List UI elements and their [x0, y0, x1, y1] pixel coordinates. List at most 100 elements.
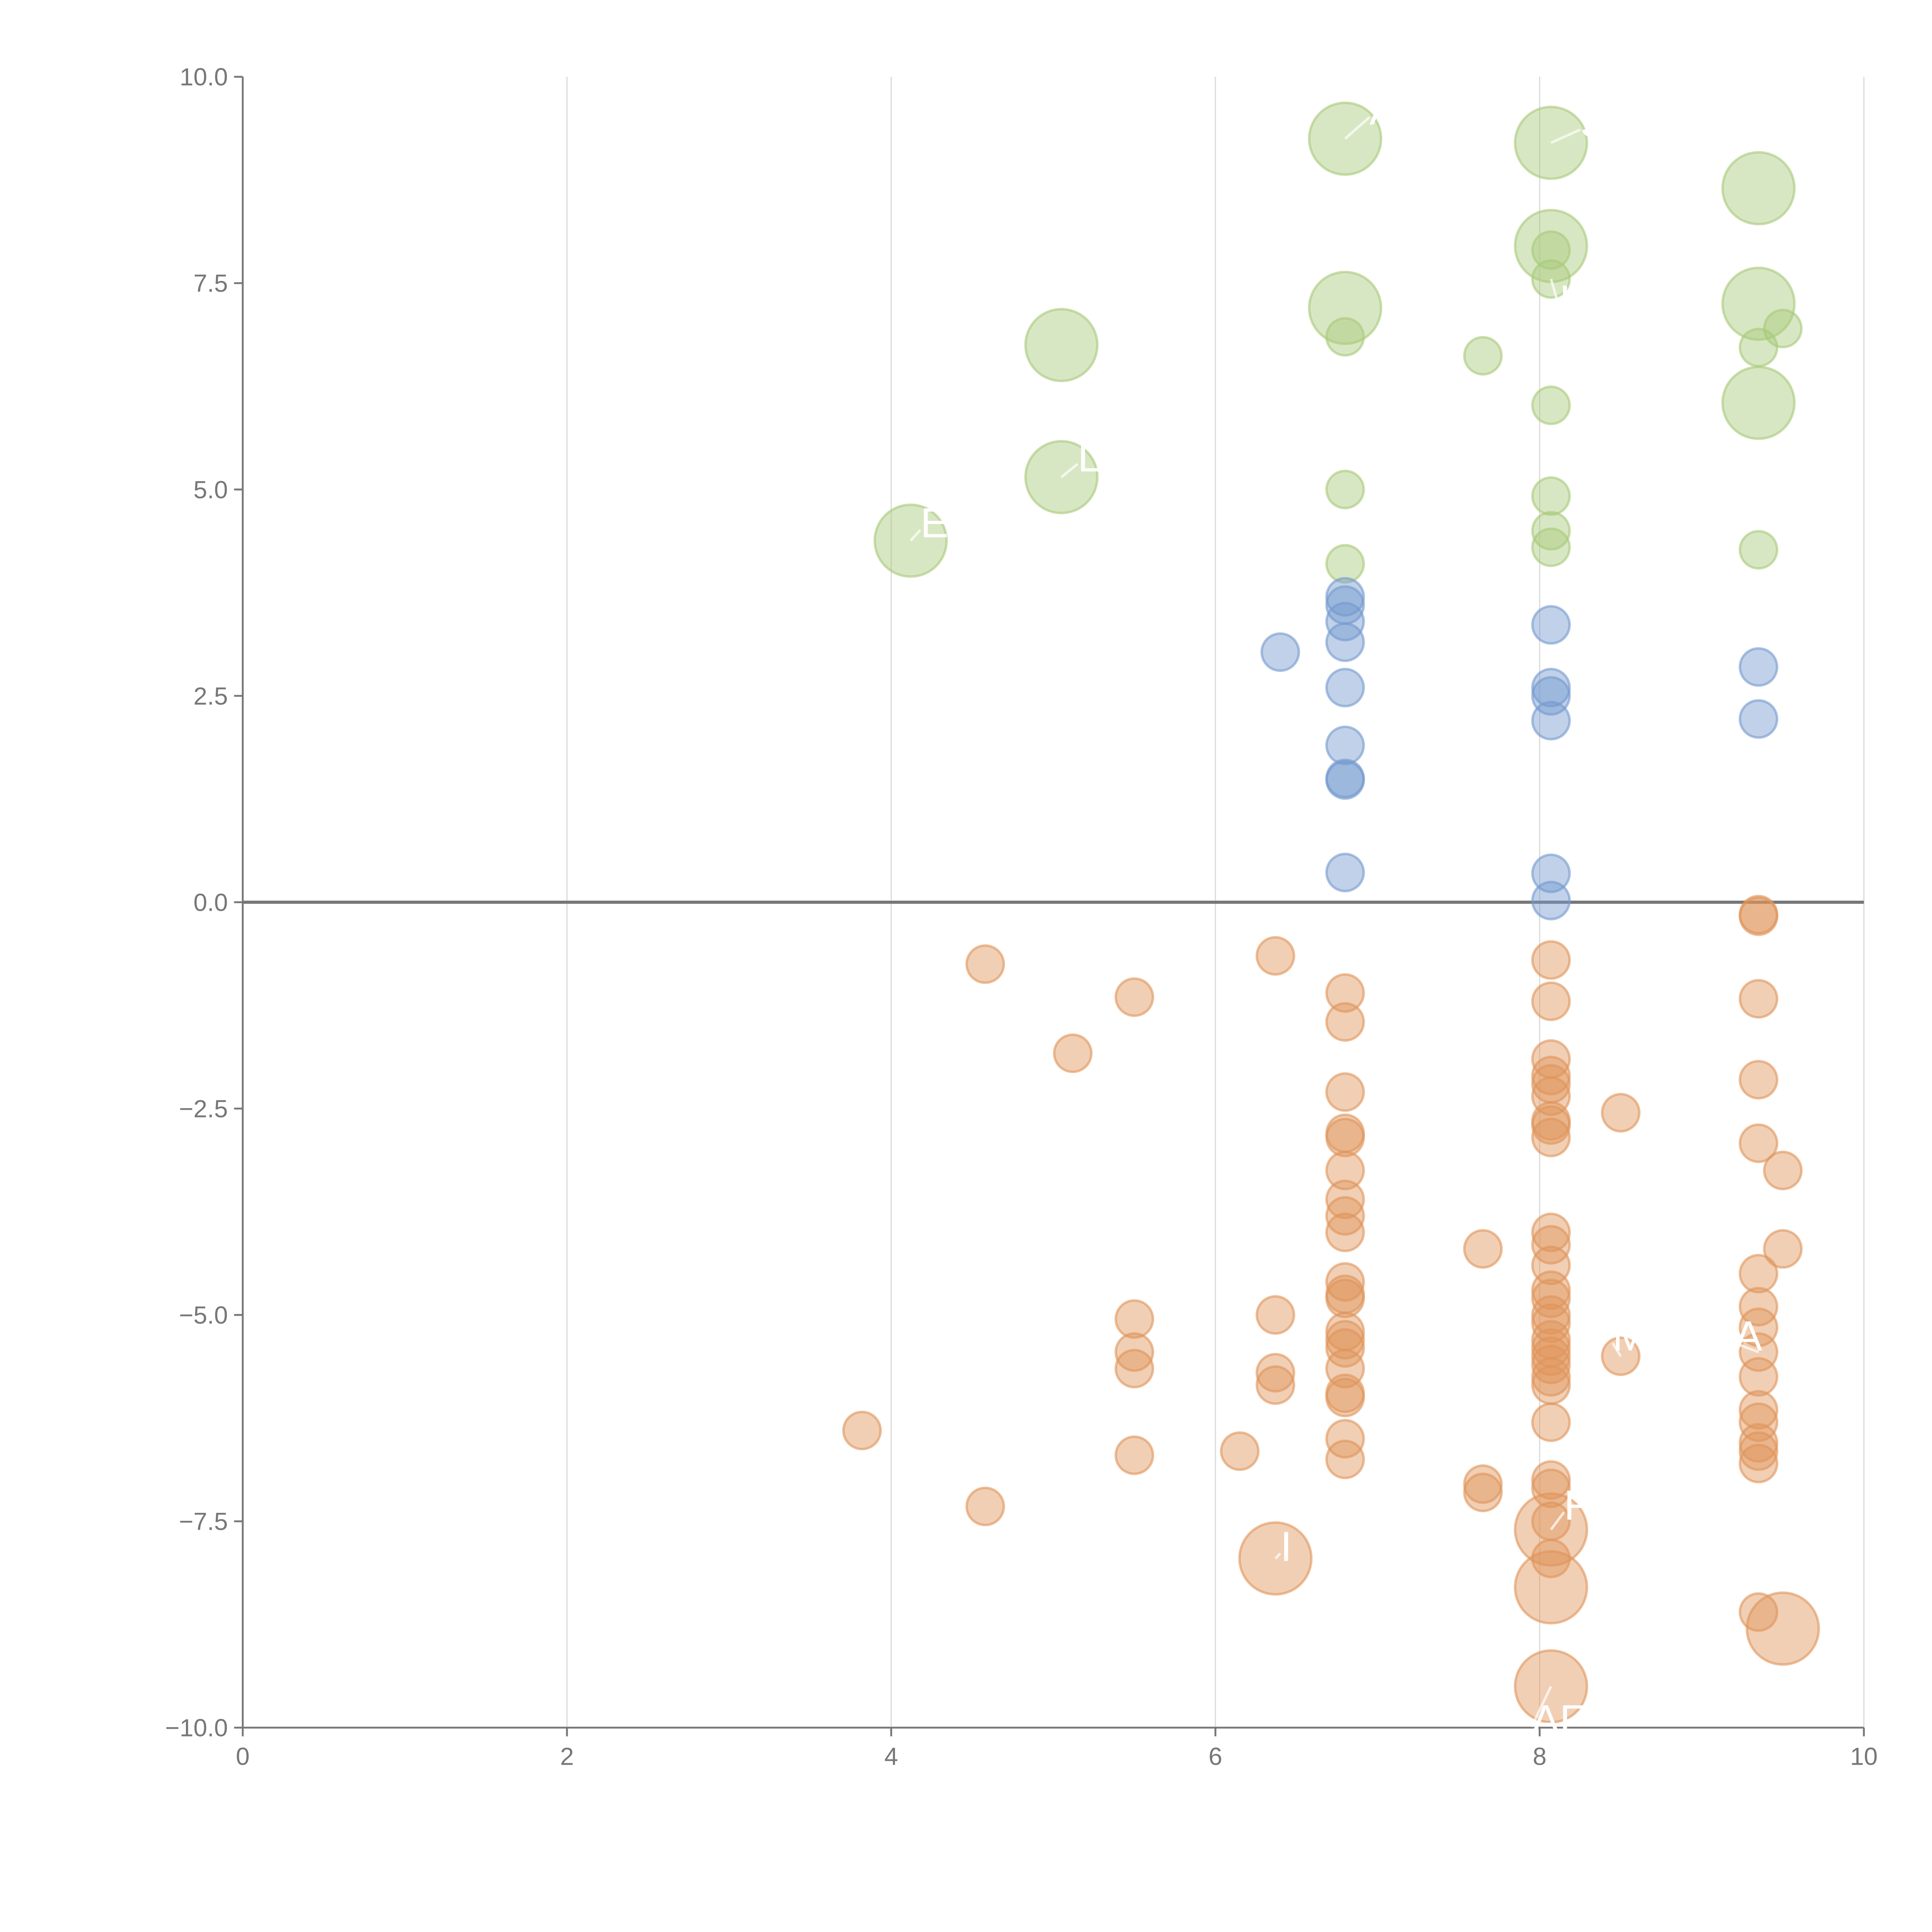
- x-tick-label: 4: [884, 1742, 898, 1770]
- data-point: [1738, 896, 1779, 936]
- data-point: [1531, 881, 1571, 920]
- label-leader-line: [1344, 116, 1371, 140]
- label-leader-line: [1733, 1342, 1759, 1354]
- data-point: [1325, 1002, 1365, 1042]
- data-point: [1531, 701, 1571, 741]
- data-point: [1738, 1444, 1779, 1483]
- data-point: [1531, 1117, 1571, 1158]
- data-point: [1325, 1378, 1365, 1417]
- data-point: [1114, 1332, 1155, 1372]
- data-point: [1308, 270, 1383, 345]
- point-label: E: [920, 500, 949, 547]
- label-leader-line: [910, 529, 922, 542]
- data-point: [1738, 1402, 1779, 1442]
- data-point: [1220, 1431, 1260, 1471]
- data-point: [1053, 1033, 1093, 1073]
- series-green: [873, 101, 1803, 584]
- data-point: [1531, 1105, 1571, 1145]
- data-point: [1531, 605, 1571, 645]
- data-point: [1114, 1435, 1155, 1475]
- data-point: [1738, 1253, 1779, 1294]
- data-point: [1763, 1229, 1803, 1269]
- data-point: [1325, 1279, 1365, 1318]
- data-point: [1514, 1550, 1588, 1625]
- point-label: L: [1078, 434, 1101, 481]
- data-point: [1325, 1419, 1365, 1459]
- series-blue: [1260, 577, 1779, 920]
- y-tick-label: 2.5: [194, 682, 228, 710]
- data-point: [1531, 1468, 1571, 1508]
- data-point: [1463, 336, 1503, 376]
- data-point: [1738, 1123, 1779, 1163]
- data-point: [1531, 1213, 1571, 1252]
- series-orange: [842, 895, 1820, 1724]
- data-point: [1738, 1357, 1779, 1397]
- data-point: [1531, 1357, 1571, 1397]
- data-point: [1260, 632, 1300, 672]
- data-point: [1531, 981, 1571, 1021]
- data-point: [1325, 1150, 1365, 1190]
- data-point: [1738, 1287, 1779, 1327]
- y-tick-label: −10.0: [165, 1714, 228, 1742]
- data-point: [1745, 1591, 1820, 1666]
- y-tick-label: −7.5: [179, 1508, 228, 1536]
- data-point: [1325, 1196, 1365, 1236]
- data-point: [1531, 476, 1571, 516]
- data-point: [1531, 1336, 1571, 1376]
- x-tick-label: 0: [236, 1742, 250, 1770]
- point-label: F: [1564, 1482, 1590, 1529]
- data-point: [1325, 1179, 1365, 1219]
- y-tick-label: −2.5: [179, 1095, 228, 1122]
- data-point: [1738, 530, 1779, 570]
- data-point: [1531, 1365, 1571, 1405]
- label-leader-line: [1611, 1342, 1622, 1357]
- data-point: [1325, 760, 1365, 800]
- data-point: [1531, 511, 1571, 551]
- label-leader-line: [1550, 1511, 1565, 1531]
- data-point: [1531, 1225, 1571, 1265]
- x-tick-label: 10: [1850, 1742, 1878, 1770]
- data-point: [1531, 940, 1571, 980]
- data-point: [1531, 385, 1571, 425]
- data-point: [1531, 1056, 1571, 1095]
- y-tick-label: 5.0: [194, 476, 228, 503]
- data-points: [842, 101, 1820, 1724]
- point-label: I: [1559, 277, 1571, 324]
- data-point: [1325, 1328, 1365, 1368]
- data-point: [1738, 1060, 1779, 1100]
- data-point: [1763, 1150, 1803, 1190]
- data-point: [1325, 469, 1365, 510]
- data-point: [1463, 1464, 1503, 1504]
- data-point: [842, 1410, 882, 1451]
- data-point: [1325, 1439, 1365, 1480]
- data-point: [1325, 1213, 1365, 1252]
- label-leader-line: [1550, 128, 1581, 144]
- data-point: [1531, 1344, 1571, 1384]
- data-point: [1114, 1349, 1155, 1389]
- y-tick-label: 10.0: [180, 63, 228, 91]
- data-point: [965, 944, 1005, 984]
- x-tick-label: 6: [1209, 1742, 1223, 1770]
- data-point: [1531, 668, 1571, 707]
- data-point: [1325, 973, 1365, 1013]
- axes: 0 2 4 6 8 10 10.0 7.5 5.0 2.5 0.0 −2.5 −5.0 −7.5 −10.0: [165, 63, 1878, 1770]
- data-point: [1024, 308, 1099, 383]
- data-point: [1463, 1229, 1503, 1269]
- point-label: A: [1369, 87, 1398, 134]
- data-point: [1463, 1473, 1503, 1512]
- data-point: [1721, 151, 1796, 226]
- data-point: [1531, 230, 1571, 270]
- label-leader-line: [1060, 463, 1078, 478]
- data-point: [1721, 267, 1796, 341]
- data-point: [1325, 1262, 1365, 1302]
- data-point: [1738, 1390, 1779, 1430]
- data-point: [1325, 544, 1365, 584]
- x-tick-label: 8: [1533, 1742, 1547, 1770]
- data-point: [1325, 852, 1365, 893]
- data-point: [1325, 1117, 1365, 1158]
- data-point: [1325, 1072, 1365, 1112]
- y-tick-label: 7.5: [194, 269, 228, 297]
- y-tick-label: 0.0: [194, 888, 228, 916]
